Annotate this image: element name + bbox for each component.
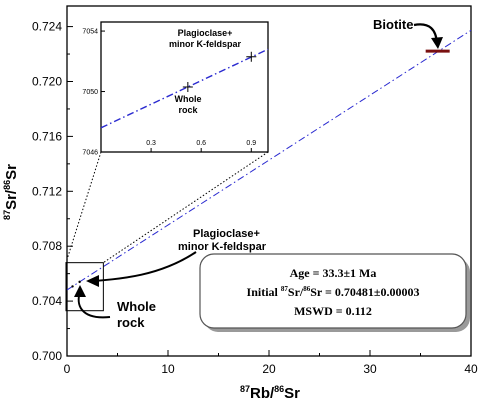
results-box: [199, 253, 467, 329]
results-mswd: MSWD = 0.112: [294, 304, 372, 318]
plag-label-line1: Plagioclase+: [193, 228, 260, 240]
inset-isochron-line: [100, 48, 269, 129]
results-initial-mid: Sr/: [288, 285, 304, 299]
results-initial-sup2: 86: [303, 285, 311, 293]
x-tick-label: 10: [161, 362, 175, 376]
x-tick-label: 30: [363, 362, 377, 376]
inset-whole-label-line2: rock: [178, 105, 198, 115]
x-label-t1: Rb/: [250, 385, 275, 402]
y-tick-label: 0.720: [32, 74, 62, 88]
x-tick-label: 0: [64, 362, 71, 376]
point-whole: [71, 285, 74, 288]
y-tick-label: 0.724: [32, 20, 62, 34]
results-initial-suffix: Sr = 0.70481±0.00003: [310, 285, 419, 299]
y-tick-label: 0.704: [32, 294, 62, 308]
inset-plag-label-line2: minor K-feldspar: [169, 39, 242, 49]
whole-rock-arrowhead: [74, 285, 86, 297]
inset-x-tick-label: 0.3: [146, 140, 156, 147]
inset-connector-right: [103, 151, 269, 264]
y-tick-label: 0.700: [32, 349, 62, 363]
zoom-box: [65, 262, 104, 312]
x-label-t2: Sr: [284, 385, 300, 402]
biotite-label: Biotite: [373, 17, 413, 32]
x-tick-label: 20: [262, 362, 276, 376]
inset-y-tick-label: 7054: [82, 29, 98, 36]
y-label-t2: Sr: [3, 164, 20, 180]
inset-y-tick-label: 7050: [82, 89, 98, 96]
y-label-sup2: 86: [2, 180, 12, 190]
inset-y-tick-label: 7046: [82, 150, 98, 157]
plag-label-line2: minor K-feldspar: [178, 241, 267, 253]
whole-rock-label-line2: rock: [117, 315, 145, 330]
x-tick-label: 40: [464, 362, 478, 376]
plag-arrowhead: [86, 275, 99, 287]
inset-connector-left: [65, 151, 102, 263]
inset-x-tick-label: 0.6: [196, 140, 206, 147]
inset-x-tick-label: 0.9: [246, 140, 256, 147]
y-axis-label: 87Sr/86Sr: [2, 164, 20, 220]
inset-whole-label-line1: Whole: [175, 94, 202, 104]
plag-arrow: [93, 251, 197, 282]
point-plagioclase: [78, 280, 81, 284]
results-initial-ratio: Initial 87Sr/86Sr = 0.70481±0.00003: [247, 285, 420, 299]
y-tick-label: 0.708: [32, 239, 62, 253]
biotite-arrowhead: [431, 37, 443, 49]
inset-plag-label-line1: Plagioclase+: [178, 28, 233, 38]
whole-rock-label-line1: Whole: [117, 299, 156, 314]
y-tick-label: 0.712: [32, 184, 62, 198]
y-tick-label: 0.716: [32, 129, 62, 143]
y-label-t1: Sr/: [3, 189, 20, 210]
y-label-sup1: 87: [2, 210, 12, 220]
results-initial-sup1: 87: [281, 285, 289, 293]
results-age: Age = 33.3±1 Ma: [290, 266, 377, 280]
x-label-sup2: 86: [274, 384, 284, 394]
x-label-sup1: 87: [240, 384, 250, 394]
x-axis-label: 87Rb/86Sr: [240, 384, 300, 402]
results-initial-prefix: Initial: [247, 285, 281, 299]
main-plot: 0 10 20 30 40 0.700 0.704 0.708 0.712 0.716 0.720 0…: [32, 5, 478, 376]
